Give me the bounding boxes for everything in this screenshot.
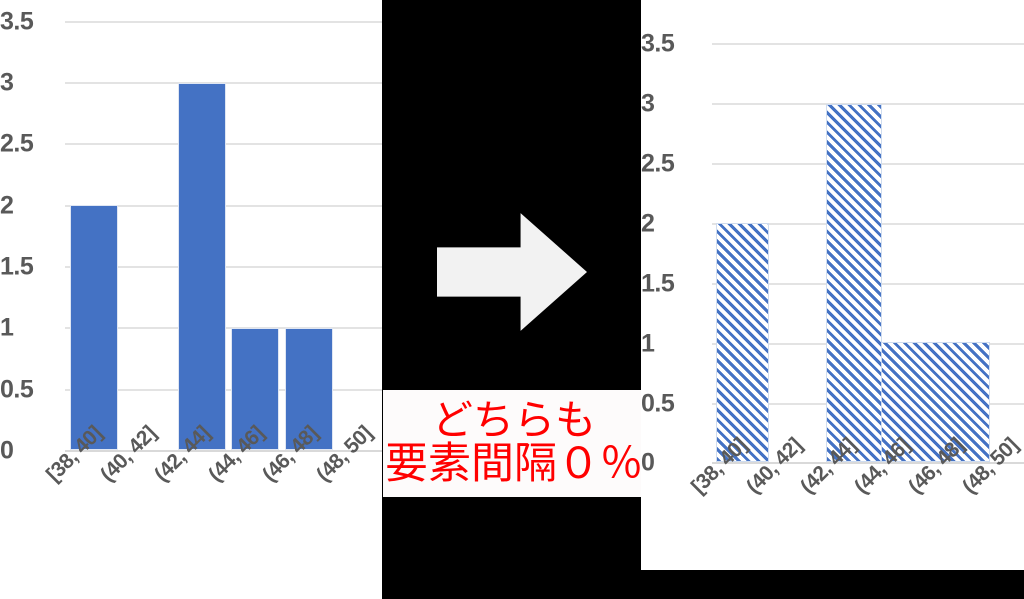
y-tick-label: 2	[0, 191, 14, 220]
bottom-black-strip	[641, 570, 1024, 599]
right-arrow-icon	[437, 213, 587, 331]
gridline	[712, 43, 1024, 45]
y-tick-label: 1.5	[0, 252, 34, 281]
center-divider-panel	[382, 0, 641, 599]
right-bar-chart: 3.5 3 2.5 2 1.5 1 0.5 0 [38, 40] (40, 42…	[641, 0, 1024, 570]
axis-baseline	[712, 462, 1024, 464]
y-tick-label: 0	[641, 448, 655, 477]
caption-line-1: どちらも	[432, 396, 596, 445]
bar-42-44[interactable]	[826, 104, 882, 462]
y-tick-label: 1	[0, 313, 14, 342]
y-tick-label: 1.5	[641, 269, 675, 298]
plot-area	[65, 22, 382, 450]
gridline	[65, 21, 382, 23]
bar-42-44[interactable]	[178, 83, 226, 450]
caption-band: どちらも 要素間隔０％	[383, 390, 645, 497]
bar-44-48-merged[interactable]	[881, 342, 990, 462]
bar-38-40[interactable]	[716, 223, 769, 462]
y-tick-label: 0	[0, 436, 14, 465]
y-tick-label: 3	[641, 89, 655, 118]
bar-38-40[interactable]	[70, 205, 118, 450]
y-tick-label: 0.5	[641, 389, 675, 418]
left-bar-chart: 3.5 3 2.5 2 1.5 1 0.5 0 [38, 40] (40, 42…	[0, 0, 382, 599]
y-tick-label: 3.5	[641, 29, 675, 58]
y-tick-label: 0.5	[0, 375, 34, 404]
y-tick-label: 2.5	[641, 149, 675, 178]
y-tick-label: 2.5	[0, 129, 34, 158]
plot-area	[712, 44, 1024, 462]
bar-46-48[interactable]	[285, 328, 333, 450]
axis-baseline	[65, 450, 382, 452]
y-tick-label: 2	[641, 209, 655, 238]
y-tick-label: 1	[641, 329, 655, 358]
caption-line-2: 要素間隔０％	[385, 439, 643, 490]
y-tick-label: 3.5	[0, 7, 34, 36]
y-tick-label: 3	[0, 68, 14, 97]
bar-44-46[interactable]	[231, 328, 279, 450]
